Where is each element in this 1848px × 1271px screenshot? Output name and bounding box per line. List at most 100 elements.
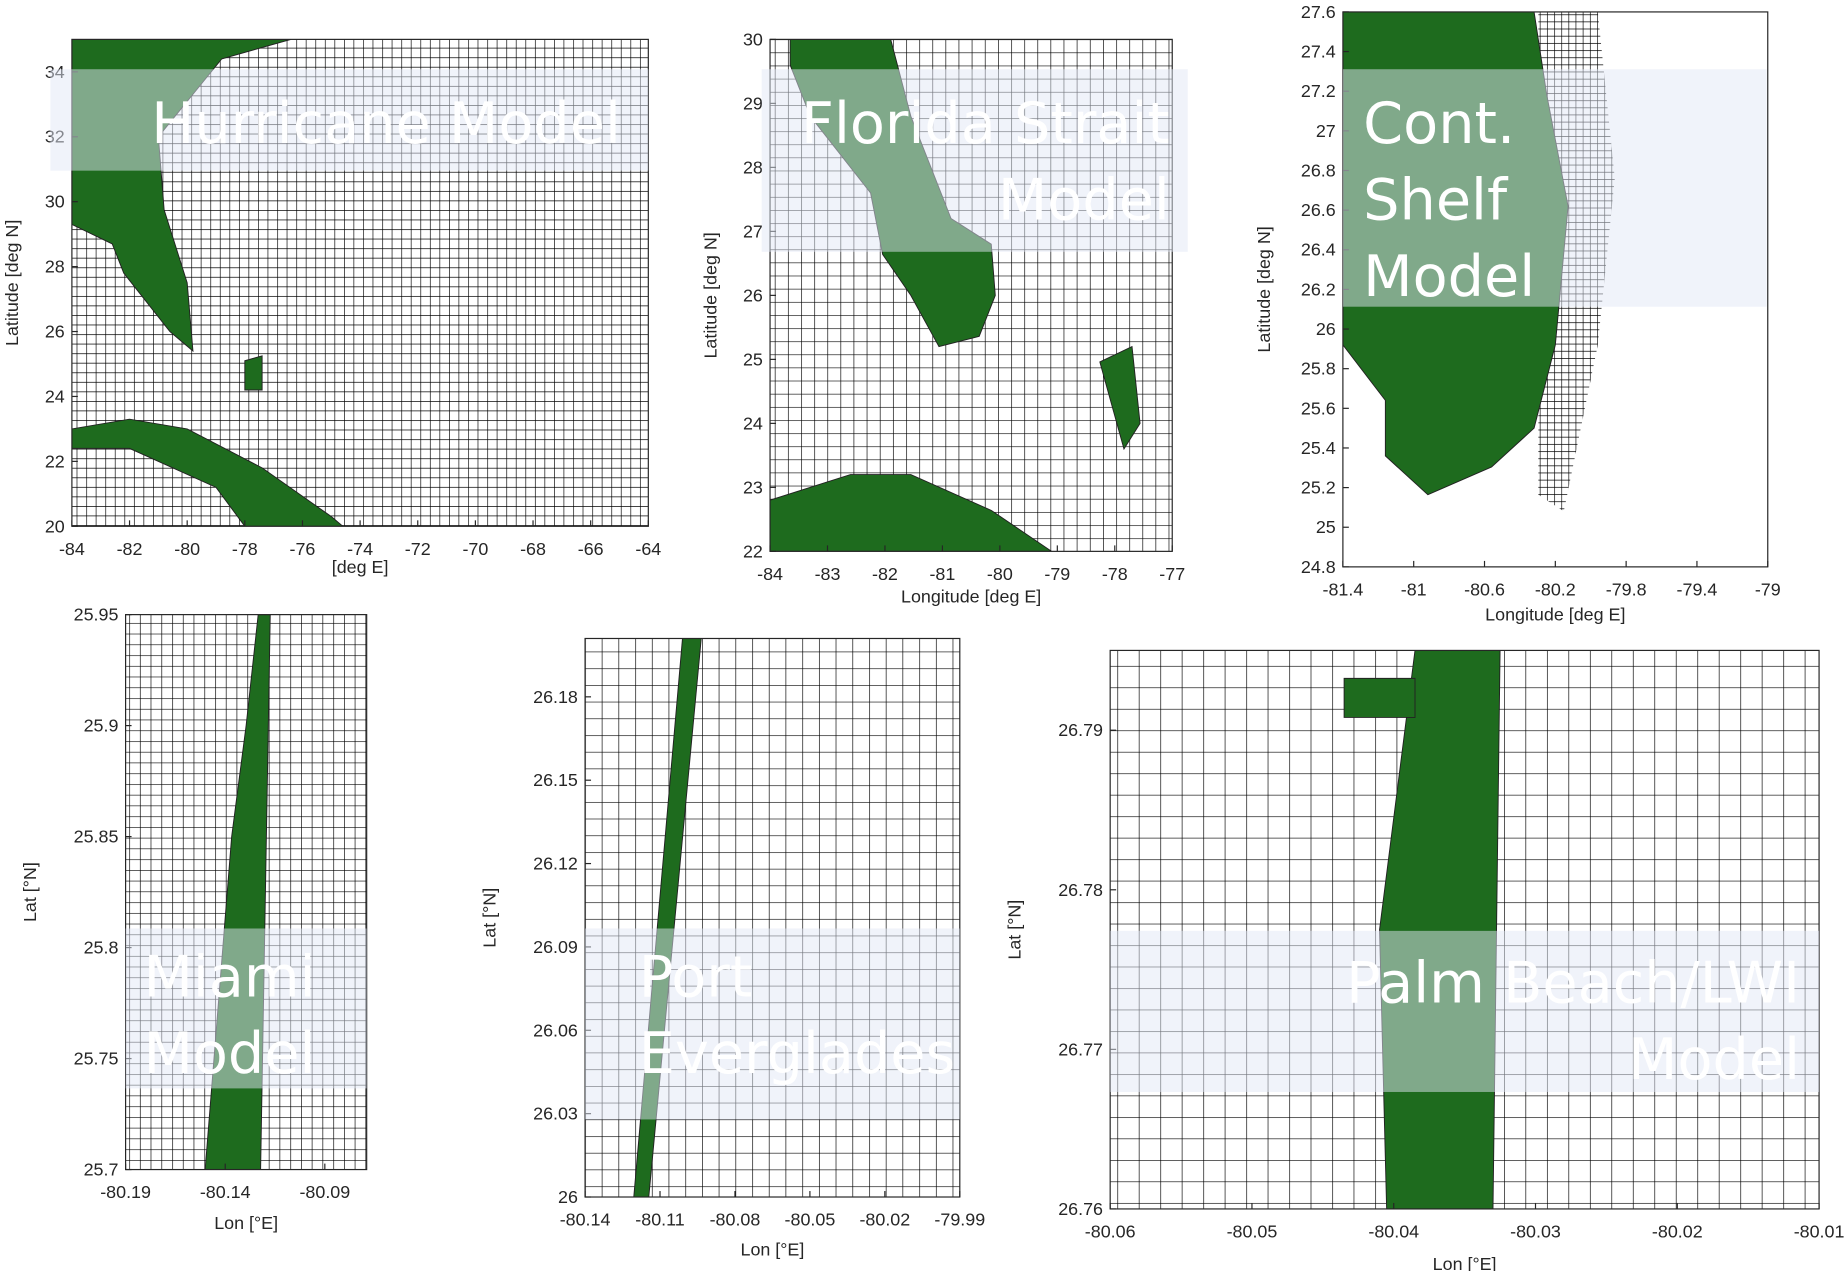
- land: [1344, 678, 1415, 717]
- y-tick-label: 27.4: [1301, 42, 1336, 62]
- x-tick-label: -76: [290, 539, 316, 559]
- x-axis-label: Lon [°E]: [1433, 1254, 1497, 1271]
- y-tick-label: 24.8: [1301, 557, 1336, 577]
- y-tick-label: 25.9: [84, 716, 119, 736]
- x-tick-label: -80.08: [710, 1210, 761, 1230]
- y-tick-label: 27.6: [1301, 2, 1336, 22]
- y-tick-label: 25.2: [1301, 478, 1336, 498]
- x-axis-label: Longitude [deg E]: [1485, 605, 1625, 625]
- y-tick-label: 27: [1316, 121, 1336, 141]
- x-axis-label: [deg E]: [332, 557, 389, 577]
- map-panel: -80.06 -80.05 -80.04 -80.03 -80.02 -80.01 26.7…: [1005, 650, 1845, 1271]
- model-label: Port: [639, 944, 753, 1011]
- y-axis-label: Latitude [deg N]: [1254, 226, 1274, 352]
- plot-area: [1110, 650, 1819, 1209]
- y-tick-label: 26.06: [533, 1020, 578, 1040]
- x-tick-label: -80.04: [1368, 1222, 1419, 1242]
- model-label: Palm Beach/LWI: [1346, 949, 1800, 1016]
- y-axis-label: Lat [°N]: [20, 862, 40, 922]
- x-tick-label: -81: [1401, 580, 1427, 600]
- x-tick-label: -77: [1159, 564, 1185, 584]
- x-tick-label: -78: [232, 539, 258, 559]
- model-label: Cont.: [1363, 90, 1515, 157]
- y-tick-label: 26.76: [1058, 1199, 1103, 1219]
- x-tick-label: -80: [987, 564, 1013, 584]
- y-tick-label: 26.03: [533, 1104, 578, 1124]
- x-tick-label: -70: [462, 539, 488, 559]
- y-tick-label: 24: [45, 386, 65, 406]
- y-tick-label: 30: [743, 29, 763, 49]
- x-tick-label: -82: [872, 564, 898, 584]
- y-tick-label: 26: [558, 1187, 578, 1207]
- y-tick-label: 26.15: [533, 770, 578, 790]
- x-tick-label: -79: [1044, 564, 1070, 584]
- y-tick-label: 22: [743, 541, 763, 561]
- y-tick-label: 26: [743, 285, 763, 305]
- model-label: Florida Strait: [801, 90, 1170, 157]
- y-tick-label: 22: [45, 451, 65, 471]
- y-tick-label: 25.85: [74, 827, 119, 847]
- x-tick-label: -79: [1755, 580, 1781, 600]
- y-tick-label: 28: [743, 157, 763, 177]
- x-tick-label: -79.4: [1677, 580, 1718, 600]
- x-tick-label: -80.14: [200, 1182, 251, 1202]
- land: [245, 356, 262, 390]
- model-label: Miami: [143, 944, 315, 1011]
- x-tick-label: -80.2: [1535, 580, 1576, 600]
- y-tick-label: 25.75: [74, 1049, 119, 1069]
- x-tick-label: -78: [1102, 564, 1128, 584]
- x-axis-label: Longitude [deg E]: [901, 587, 1041, 607]
- y-tick-label: 26.8: [1301, 160, 1336, 180]
- x-tick-label: -80.05: [1227, 1222, 1278, 1242]
- x-tick-label: -80.6: [1464, 580, 1505, 600]
- y-tick-label: 25: [743, 349, 763, 369]
- y-axis-label: Latitude [deg N]: [2, 220, 22, 346]
- map-panel: -80.14-80.11-80.08-80.05-80.02-79.992626…: [480, 638, 986, 1259]
- y-tick-label: 25.7: [84, 1160, 119, 1180]
- x-tick-label: -80.05: [785, 1210, 836, 1230]
- x-tick-label: -68: [520, 539, 546, 559]
- model-label: Model: [1363, 243, 1535, 310]
- map-panel: -80.19 -80.14 -80.09 25.7 25.75 25.8 25.85 25.9…: [20, 605, 367, 1234]
- y-tick-label: 26.18: [533, 687, 578, 707]
- y-tick-label: 25.95: [74, 605, 119, 625]
- x-tick-label: -82: [117, 539, 143, 559]
- x-tick-label: -66: [578, 539, 604, 559]
- x-tick-label: -80.06: [1085, 1222, 1136, 1242]
- figure: -84-82-80-78-76-74-72-70-68-66-642022242…: [0, 0, 1848, 1271]
- map-panel: -84-82-80-78-76-74-72-70-68-66-642022242…: [2, 39, 661, 576]
- y-tick-label: 26.78: [1058, 880, 1103, 900]
- model-label: Everglades: [639, 1020, 956, 1087]
- model-label: Model: [998, 167, 1170, 234]
- y-tick-label: 27.2: [1301, 81, 1336, 101]
- map-panel: -84-83-82-81-80-79-78-772223242526272829…: [700, 29, 1187, 606]
- x-tick-label: -80.03: [1510, 1222, 1561, 1242]
- y-axis-label: Latitude [deg N]: [700, 232, 720, 358]
- y-tick-label: 26.79: [1058, 720, 1103, 740]
- x-tick-label: -80.09: [299, 1182, 350, 1202]
- y-tick-label: 26: [45, 322, 65, 342]
- x-tick-label: -80.11: [635, 1210, 684, 1230]
- x-tick-label: -80.02: [859, 1210, 910, 1230]
- y-tick-label: 25.8: [84, 938, 119, 958]
- y-tick-label: 30: [45, 192, 65, 212]
- x-tick-label: -80.19: [100, 1182, 151, 1202]
- x-tick-label: -81: [929, 564, 955, 584]
- y-tick-label: 26.12: [533, 854, 578, 874]
- x-tick-label: -80.02: [1652, 1222, 1703, 1242]
- y-tick-label: 26.2: [1301, 279, 1336, 299]
- x-tick-label: -80.01: [1794, 1222, 1845, 1242]
- y-tick-label: 26.4: [1301, 240, 1336, 260]
- x-tick-label: -79.99: [934, 1210, 985, 1230]
- x-tick-label: -83: [815, 564, 841, 584]
- y-tick-label: 26.6: [1301, 200, 1336, 220]
- model-label: Model: [1628, 1026, 1800, 1093]
- y-tick-label: 26.77: [1058, 1039, 1103, 1059]
- y-tick-label: 24: [743, 413, 763, 433]
- x-tick-label: -64: [635, 539, 661, 559]
- x-axis-label: Lon [°E]: [741, 1239, 805, 1259]
- model-label: Model: [143, 1020, 315, 1087]
- model-label: Shelf: [1363, 167, 1509, 234]
- y-tick-label: 28: [45, 257, 65, 277]
- x-tick-label: -84: [757, 564, 783, 584]
